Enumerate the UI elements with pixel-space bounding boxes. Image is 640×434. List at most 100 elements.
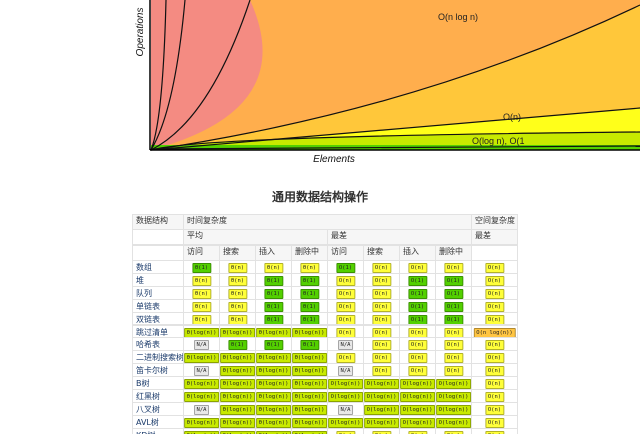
complexity-badge: Θ(log(n)): [292, 327, 327, 338]
complexity-cell: O(log(n)): [399, 401, 436, 416]
header-cell: 删除中: [435, 245, 472, 261]
complexity-cell: Θ(log(n)): [291, 363, 328, 378]
complexity-badge: O(n): [407, 430, 428, 434]
complexity-cell: O(log(n)): [363, 414, 400, 429]
complexity-badge: Θ(log(n)): [184, 353, 219, 364]
complexity-badge: O(log(n)): [436, 404, 471, 415]
complexity-cell: O(n): [471, 260, 518, 274]
complexity-cell: O(n log(n)): [471, 324, 518, 339]
complexity-badge: O(n): [371, 288, 392, 299]
row-name: 八叉树: [132, 401, 184, 416]
complexity-cell: Θ(1): [219, 337, 256, 352]
row-name: AVL树: [132, 414, 184, 429]
complexity-cell: N/A: [327, 337, 364, 352]
complexity-badge: O(n): [407, 263, 428, 273]
complexity-badge: O(log(n)): [436, 417, 471, 428]
header-cell: [132, 229, 184, 245]
complexity-badge: O(n): [484, 392, 505, 402]
region-n: [151, 5, 640, 150]
complexity-badge: O(log(n)): [328, 379, 363, 389]
complexity-chart: O(n log n) O(n) O(log n), O(1 Operations…: [135, 0, 640, 165]
complexity-badge: O(n): [443, 366, 464, 377]
complexity-badge: N/A: [193, 404, 210, 415]
header-cell: 插入: [255, 245, 292, 261]
complexity-cell: Θ(log(n)): [219, 376, 256, 390]
complexity-badge: O(n): [371, 301, 392, 312]
complexity-badge: O(1): [407, 314, 428, 325]
complexity-cell: Θ(n): [219, 311, 256, 326]
complexity-cell: Θ(log(n)): [255, 350, 292, 365]
complexity-cell: O(log(n)): [435, 414, 472, 429]
complexity-badge: O(n): [335, 275, 356, 286]
row-name: 单链表: [132, 298, 184, 313]
complexity-badge: O(n): [371, 263, 392, 273]
complexity-cell: Θ(n): [219, 285, 256, 300]
complexity-badge: Θ(n): [191, 275, 212, 286]
complexity-cell: O(n): [471, 298, 518, 313]
complexity-badge: N/A: [337, 366, 354, 377]
complexity-badge: O(n): [443, 353, 464, 364]
complexity-badge: Θ(log(n)): [184, 379, 219, 389]
complexity-badge: Θ(n): [191, 314, 212, 325]
complexity-badge: Θ(log(n)): [256, 366, 291, 377]
complexity-cell: Θ(1): [291, 285, 328, 300]
header-cell: [471, 245, 518, 261]
complexity-cell: O(log(n)): [327, 389, 364, 403]
complexity-cell: Θ(log(n)): [255, 401, 292, 416]
complexity-badge: O(log(n)): [400, 379, 435, 389]
complexity-cell: O(log(n)): [363, 376, 400, 390]
complexity-cell: Θ(1): [291, 272, 328, 287]
complexity-cell: O(log(n)): [327, 414, 364, 429]
complexity-cell: Θ(log(n)): [291, 401, 328, 416]
complexity-badge: O(n): [335, 301, 356, 312]
complexity-badge: O(n): [484, 263, 505, 273]
header-cell: 时间复杂度: [183, 214, 472, 230]
complexity-badge: O(n): [484, 275, 505, 286]
complexity-badge: Θ(1): [263, 301, 284, 312]
complexity-cell: Θ(log(n)): [183, 376, 220, 390]
complexity-cell: O(n): [471, 427, 518, 434]
complexity-cell: Θ(log(n)): [183, 350, 220, 365]
complexity-badge: Θ(log(n)): [220, 430, 255, 434]
complexity-cell: Θ(log(n)): [255, 389, 292, 403]
complexity-badge: O(n): [484, 314, 505, 325]
complexity-badge: Θ(n): [227, 301, 248, 312]
curve-label: O(n): [503, 112, 521, 122]
complexity-cell: Θ(n): [183, 311, 220, 326]
complexity-badge: O(n): [371, 353, 392, 364]
complexity-badge: O(n): [484, 366, 505, 377]
complexity-badge: O(n): [371, 430, 392, 434]
complexity-cell: Θ(1): [183, 260, 220, 274]
complexity-cell: O(n): [363, 272, 400, 287]
complexity-cell: Θ(log(n)): [219, 401, 256, 416]
complexity-cell: O(n): [399, 324, 436, 339]
complexity-badge: O(n): [443, 327, 464, 338]
complexity-badge: N/A: [193, 366, 210, 377]
complexity-cell: O(log(n)): [363, 389, 400, 403]
complexity-cell: Θ(n): [183, 285, 220, 300]
complexity-cell: O(n): [435, 363, 472, 378]
complexity-badge: O(log(n)): [400, 392, 435, 402]
header-cell: 访问: [183, 245, 220, 261]
curve-label: O(log n), O(1: [472, 136, 525, 146]
complexity-cell: O(n): [435, 324, 472, 339]
complexity-badge: O(n): [443, 263, 464, 273]
complexity-cell: O(n): [327, 324, 364, 339]
complexity-badge: O(n): [371, 314, 392, 325]
complexity-badge: Θ(log(n)): [220, 353, 255, 364]
complexity-cell: Θ(n): [255, 260, 292, 274]
complexity-cell: O(n): [327, 427, 364, 434]
complexity-cell: N/A: [183, 363, 220, 378]
complexity-badge: O(1): [407, 301, 428, 312]
complexity-badge: Θ(log(n)): [292, 404, 327, 415]
header-cell: 最差: [327, 229, 472, 245]
complexity-cell: O(n): [471, 401, 518, 416]
complexity-cell: N/A: [327, 363, 364, 378]
complexity-badge: Θ(1): [191, 263, 212, 273]
row-name: 哈希表: [132, 337, 184, 352]
complexity-cell: Θ(log(n)): [291, 350, 328, 365]
complexity-badge: Θ(1): [263, 275, 284, 286]
complexity-badge: Θ(log(n)): [184, 417, 219, 428]
complexity-cell: Θ(n): [183, 272, 220, 287]
complexity-cell: O(n): [363, 427, 400, 434]
